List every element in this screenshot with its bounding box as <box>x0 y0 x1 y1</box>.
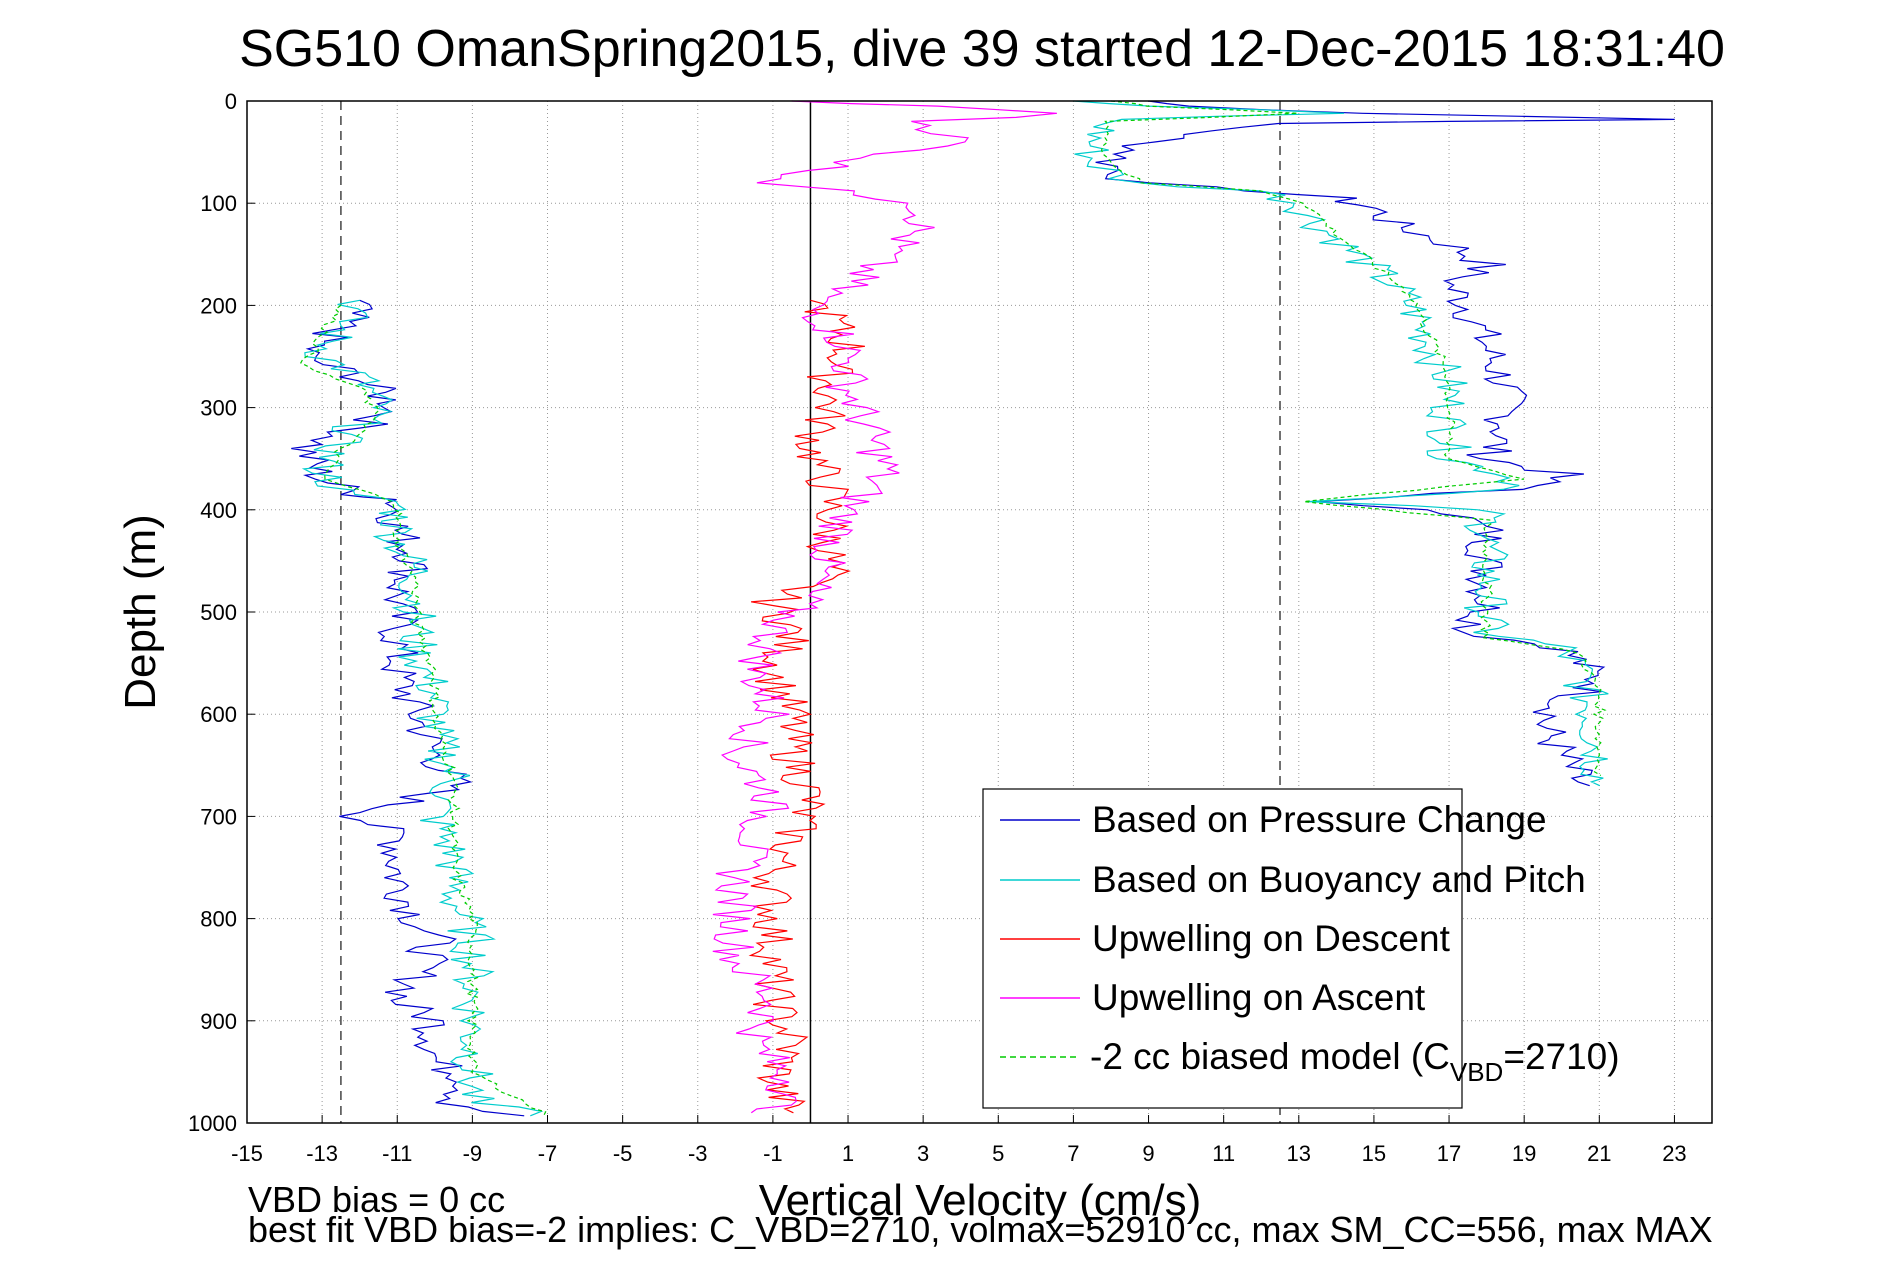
x-tick-label: 1 <box>842 1141 854 1166</box>
footer-line2: best fit VBD bias=-2 implies: C_VBD=2710… <box>248 1209 1713 1250</box>
y-tick-label: 300 <box>200 396 237 421</box>
y-tick-label: 1000 <box>188 1111 237 1136</box>
legend-box <box>982 788 1463 1109</box>
x-axis-label: Vertical Velocity (cm/s) <box>759 1176 1202 1225</box>
legend-label-biased-sub: VBD <box>1450 1057 1503 1087</box>
series-line-1 <box>1073 100 1609 787</box>
y-tick-label: 900 <box>200 1009 237 1034</box>
y-tick-label: 500 <box>200 600 237 625</box>
x-tick-label: 7 <box>1067 1141 1079 1166</box>
x-tick-labels: -15 -13 -11 -9 -7 -5 -3 -1 1 3 5 7 9 11 13 15 17 19 21 23 <box>231 1141 1687 1166</box>
legend-label-biased-main: -2 cc biased model (C <box>1090 1036 1450 1077</box>
x-tick-label: 21 <box>1587 1141 1611 1166</box>
series-line-4 <box>299 304 547 1117</box>
x-tick-label: 13 <box>1287 1141 1311 1166</box>
x-tick-label: -1 <box>763 1141 783 1166</box>
series-line-2 <box>748 299 865 1114</box>
x-tick-label: 17 <box>1437 1141 1461 1166</box>
x-tick-label: -3 <box>688 1141 708 1166</box>
y-tick-label: 600 <box>200 702 237 727</box>
y-tick-labels: 0 100 200 300 400 500 600 700 800 900 1000 <box>188 89 237 1136</box>
series-line-1 <box>301 299 544 1117</box>
legend-label-descent: Upwelling on Descent <box>1092 918 1451 959</box>
series-line-4 <box>1100 100 1607 777</box>
x-tick-label: -9 <box>463 1141 483 1166</box>
legend-label-biased-model: -2 cc biased model (CVBD=2710) <box>1090 1036 1620 1087</box>
series-line-3 <box>712 100 1057 1114</box>
x-tick-label: -15 <box>231 1141 263 1166</box>
legend-label-biased-tail: =2710) <box>1503 1036 1619 1077</box>
x-tick-label: 15 <box>1362 1141 1386 1166</box>
x-tick-label: -11 <box>382 1141 412 1166</box>
x-tick-label: 9 <box>1142 1141 1154 1166</box>
y-tick-label: 700 <box>200 804 237 829</box>
x-tick-label: 3 <box>917 1141 929 1166</box>
series-layer <box>291 100 1675 1117</box>
x-tick-label: 5 <box>992 1141 1004 1166</box>
x-tick-label: 11 <box>1212 1141 1235 1166</box>
grid <box>246 100 1712 1124</box>
x-tick-label: -5 <box>613 1141 633 1166</box>
y-tick-label: 800 <box>200 907 237 932</box>
series-line-0 <box>291 299 525 1117</box>
y-tick-label: 100 <box>200 191 237 216</box>
legend-label-pressure: Based on Pressure Change <box>1092 799 1547 840</box>
y-tick-label: 0 <box>225 89 237 114</box>
reference-lines <box>340 101 1281 1123</box>
y-tick-label: 400 <box>200 498 237 523</box>
x-tick-label: -7 <box>538 1141 558 1166</box>
x-tick-label: 19 <box>1512 1141 1536 1166</box>
legend: Based on Pressure Change Based on Buoyan… <box>982 788 1620 1109</box>
legend-label-buoyancy: Based on Buoyancy and Pitch <box>1092 859 1586 900</box>
y-axis-label: Depth (m) <box>116 514 165 710</box>
x-tick-label: -13 <box>306 1141 338 1166</box>
chart-title: SG510 OmanSpring2015, dive 39 started 12… <box>239 20 1725 78</box>
x-tick-label: 23 <box>1662 1141 1686 1166</box>
legend-label-ascent: Upwelling on Ascent <box>1092 977 1426 1018</box>
series-line-0 <box>1095 100 1675 787</box>
y-tick-label: 200 <box>200 293 237 318</box>
footer-line1: VBD bias = 0 cc <box>248 1179 505 1220</box>
plot-frame <box>246 100 1713 1124</box>
